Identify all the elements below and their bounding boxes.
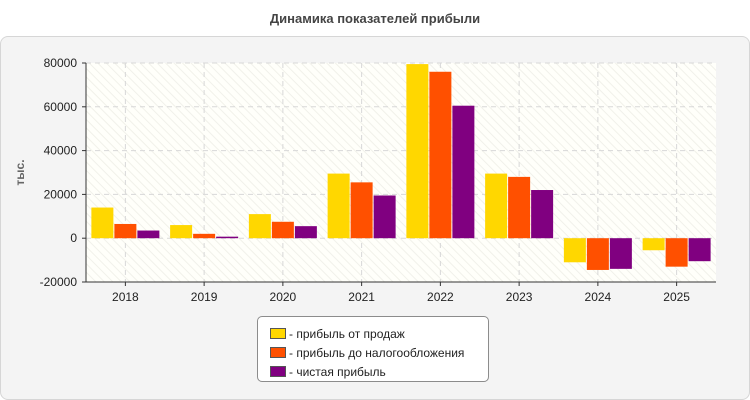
bar: [91, 207, 114, 239]
legend-swatch: [270, 328, 286, 339]
y-tick-label: 20000: [44, 187, 78, 201]
bar: [216, 236, 239, 239]
bar: [452, 105, 475, 239]
bar: [609, 238, 632, 269]
bar: [193, 233, 216, 239]
bar: [271, 221, 294, 239]
bar: [114, 223, 137, 239]
bar: [327, 173, 350, 239]
legend-item: - чистая прибыль: [270, 362, 488, 381]
bar: [642, 238, 665, 251]
legend-label: - чистая прибыль: [289, 364, 386, 379]
bar: [563, 238, 586, 263]
bar: [531, 190, 554, 239]
x-tick-label: 2024: [585, 290, 612, 304]
bar: [688, 238, 711, 262]
bar: [137, 230, 160, 239]
x-tick-label: 2019: [191, 290, 218, 304]
x-tick-label: 2025: [663, 290, 690, 304]
bar: [665, 238, 688, 267]
x-tick-label: 2021: [348, 290, 375, 304]
bar: [586, 238, 609, 270]
x-tick-label: 2022: [427, 290, 454, 304]
y-tick-label: 0: [70, 231, 77, 245]
x-tick-label: 2018: [112, 290, 139, 304]
legend-swatch: [270, 366, 286, 377]
bar: [485, 173, 508, 239]
y-tick-label: -20000: [40, 275, 78, 289]
x-tick-label: 2023: [506, 290, 533, 304]
legend-label: - прибыль от продаж: [289, 326, 405, 341]
x-tick-label: 2020: [270, 290, 297, 304]
bar: [350, 182, 373, 239]
bar: [294, 226, 317, 239]
y-tick-label: 40000: [44, 144, 78, 158]
legend-item: - прибыль до налогообложения: [270, 343, 488, 362]
y-axis-label: тыс.: [13, 159, 27, 185]
legend-item: - прибыль от продаж: [270, 324, 488, 343]
bar: [373, 195, 396, 239]
y-tick-label: 80000: [44, 56, 78, 70]
bar: [429, 71, 452, 239]
bar: [406, 64, 429, 239]
y-tick-label: 60000: [44, 100, 78, 114]
legend-label: - прибыль до налогообложения: [289, 345, 465, 360]
bar: [508, 176, 531, 239]
legend-swatch: [270, 347, 286, 358]
legend: - прибыль от продаж - прибыль до налогооб…: [257, 316, 489, 382]
bar: [170, 225, 193, 239]
bar: [248, 214, 271, 239]
chart-title: Динамика показателей прибыли: [269, 11, 481, 26]
